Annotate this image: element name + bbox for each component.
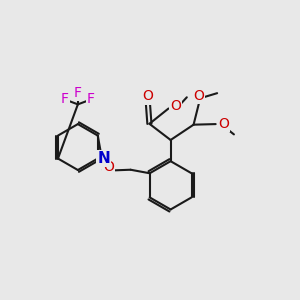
Text: O: O [194,89,204,103]
Text: O: O [142,89,153,103]
Text: O: O [170,98,181,112]
Text: O: O [103,160,114,174]
Text: F: F [87,92,95,106]
Text: O: O [218,116,229,130]
Text: F: F [61,92,69,106]
Text: F: F [74,86,82,100]
Text: N: N [97,151,110,166]
